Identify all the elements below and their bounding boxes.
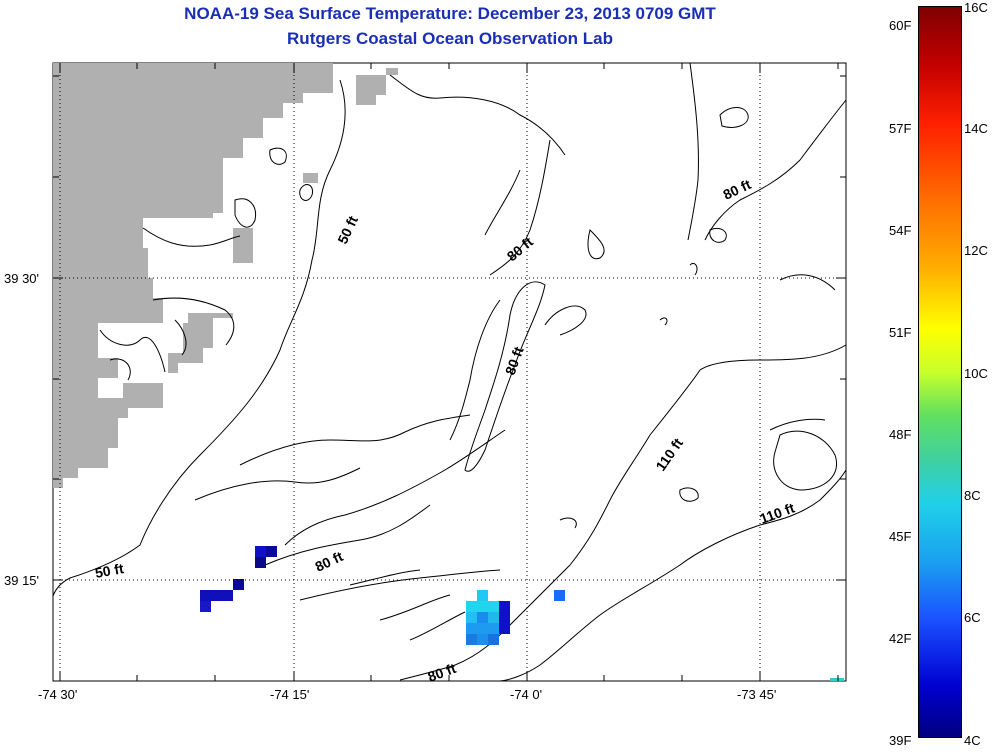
colorbar-label-c: 12C — [964, 243, 988, 258]
colorbar-label-f: 39F — [889, 733, 912, 748]
colorbar-label-c: 4C — [964, 733, 981, 748]
ticks — [53, 63, 846, 681]
contour-label: 50 ft — [94, 560, 125, 581]
lat-tick-label: 39 15' — [4, 573, 40, 588]
colorbar-label-c: 6C — [964, 610, 981, 625]
colorbar-label-f: 48F — [889, 427, 912, 442]
colorbar-label-c: 10C — [964, 366, 988, 381]
land-island — [233, 228, 253, 263]
lon-tick-label: -74 15' — [270, 687, 310, 702]
lat-tick-label: 39 30' — [4, 271, 40, 286]
colorbar-label-c: 8C — [964, 488, 981, 503]
sst-pixels — [200, 546, 844, 681]
colorbar-label-f: 54F — [889, 223, 912, 238]
map-subtitle: Rutgers Coastal Ocean Observation Lab — [287, 29, 613, 48]
lon-tick-label: -74 0' — [510, 687, 543, 702]
colorbar-label-c: 16C — [964, 0, 988, 15]
land-island — [168, 313, 233, 373]
colorbar-label-c: 14C — [964, 121, 988, 136]
colorbar-label-f: 57F — [889, 121, 912, 136]
land-island — [123, 383, 163, 408]
colorbar-label-f: 51F — [889, 325, 912, 340]
land-island — [303, 173, 318, 183]
land-mass — [53, 63, 333, 488]
coastline — [99, 147, 314, 381]
colorbar-label-f: 45F — [889, 529, 912, 544]
land-island — [356, 68, 398, 105]
map-title: NOAA-19 Sea Surface Temperature: Decembe… — [184, 4, 716, 23]
depth-contours — [52, 62, 847, 682]
land-island — [93, 358, 118, 378]
temperature-colorbar — [918, 6, 962, 738]
grid — [53, 63, 846, 681]
lon-tick-label: -73 45' — [737, 687, 777, 702]
colorbar-label-f: 42F — [889, 631, 912, 646]
lon-tick-label: -74 30' — [38, 687, 78, 702]
colorbar-label-f: 60F — [889, 18, 912, 33]
